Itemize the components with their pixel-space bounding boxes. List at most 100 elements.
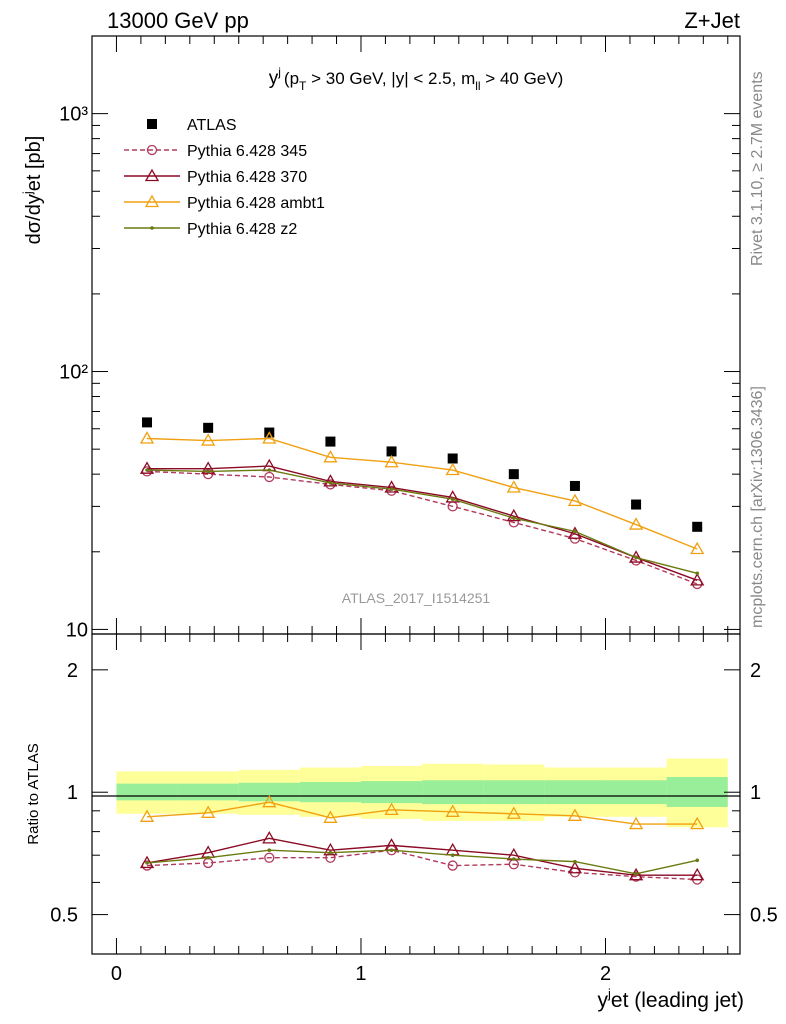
ratio-band-inner (177, 783, 239, 801)
main-y-axis-label: dσ/dyjet [pb] (20, 136, 45, 245)
ratio-point (445, 804, 460, 817)
ratio-point (262, 794, 277, 808)
ratio-axes: 0.5 0.5 1 1 2 2 0 1 2 (50, 634, 778, 985)
legend-marker (144, 168, 160, 182)
legend-label: Pythia 6.428 ambt1 (187, 195, 325, 212)
ratio-point (389, 848, 394, 853)
ratio-y-tick-label: 0.5 (50, 905, 78, 927)
xlabel-pre: y (598, 989, 609, 1012)
main-series-1 (141, 466, 703, 590)
main-series-3 (139, 431, 705, 555)
legend-marker (144, 194, 160, 208)
ratio-point (690, 816, 705, 830)
title-mid: > 30 GeV, |y| < 2.5, m (306, 69, 475, 88)
title-variable: y (269, 68, 279, 89)
legend-marker (150, 226, 154, 230)
legend-label: ATLAS (187, 117, 237, 134)
ratio-y-tick-label-right: 2 (750, 660, 761, 682)
ratio-band-inner (483, 780, 545, 805)
legend-entry: ATLAS (147, 117, 237, 134)
ratio-point (139, 809, 155, 822)
main-point (634, 555, 638, 560)
ratio-series-line-0 (146, 849, 698, 881)
title-pre: (p (284, 69, 299, 88)
main-series-4 (145, 468, 700, 576)
analysis-watermark: ATLAS_2017_I1514251 (342, 590, 491, 606)
ratio-series-2 (139, 794, 705, 830)
main-point (323, 474, 338, 487)
ratio-point (201, 805, 216, 818)
main-point (690, 573, 705, 586)
main-point (201, 461, 216, 474)
ratio-point (506, 806, 521, 819)
main-point (139, 431, 155, 444)
ratio-band-inner (666, 777, 728, 807)
main-y-tick-label: 10² (59, 362, 88, 384)
main-point (695, 571, 700, 576)
legend-entry: Pythia 6.428 ambt1 (124, 194, 325, 212)
ratio-point (567, 808, 583, 821)
ratio-series-line-2 (146, 801, 698, 825)
title-pt-sub: T (299, 79, 307, 93)
ratio-point (267, 848, 272, 853)
ratio-point (323, 842, 338, 856)
ratio-series-3 (145, 848, 700, 876)
main-series-line-2 (147, 465, 698, 581)
main-point (262, 431, 277, 444)
main-point (384, 454, 399, 468)
ratio-y-tick-label: 2 (67, 660, 78, 682)
ratio-point (262, 831, 277, 844)
legend: ATLAS Pythia 6.428 345 Pythia 6.428 370 Pyt… (124, 117, 325, 238)
main-point (690, 541, 705, 555)
main-point (384, 480, 399, 493)
ratio-point (573, 859, 577, 864)
x-tick-label: 2 (600, 963, 611, 985)
ratio-band-inner (605, 780, 667, 805)
ratio-band-inner (360, 781, 423, 804)
ratio-point (628, 867, 644, 881)
mcplots-side-label: mcplots.cern.ch [arXiv:1306.3436] (749, 386, 766, 628)
x-axis-label: yjet (leading jet) (598, 986, 744, 1012)
legend-label: Pythia 6.428 345 (187, 143, 307, 160)
ratio-point (328, 850, 333, 855)
main-point (450, 497, 455, 501)
x-tick-label: 0 (111, 963, 122, 985)
ratio-point (567, 860, 583, 874)
ratio-band-inner (544, 780, 606, 805)
ratio-plot-frame (91, 633, 741, 955)
legend-marker (147, 119, 157, 129)
main-point (447, 453, 458, 464)
main-point (631, 499, 642, 510)
ratio-y-tick-label: 1 (67, 782, 78, 804)
ratio-band-inner (299, 781, 361, 803)
main-point (142, 417, 153, 428)
main-point (145, 468, 149, 472)
main-axes: 10 10² 10³ (59, 35, 740, 641)
main-point (445, 462, 460, 476)
main-series-line-4 (147, 469, 698, 575)
header-right-label: Z+Jet (684, 8, 740, 33)
header-left-label: 13000 GeV pp (107, 8, 249, 33)
main-title: yj (pT > 30 GeV, |y| < 2.5, mll > 40 GeV) (269, 65, 564, 93)
ratio-point (145, 861, 149, 865)
main-point (203, 422, 214, 433)
main-y-tick-label: 10³ (59, 104, 88, 126)
ratio-point (695, 858, 700, 863)
legend-entry: Pythia 6.428 345 (124, 143, 307, 160)
ratio-point (512, 857, 516, 861)
ratio-point (628, 816, 644, 830)
main-point (508, 469, 519, 480)
main-point (139, 461, 155, 474)
ratio-series-line-1 (146, 837, 698, 876)
main-point (512, 516, 516, 520)
ratio-point (384, 802, 399, 815)
main-point (325, 436, 336, 447)
main-point (569, 480, 580, 491)
ratio-series-line-3 (146, 849, 698, 875)
main-point (201, 433, 216, 446)
rivet-side-label: Rivet 3.1.10, ≥ 2.7M events (749, 71, 766, 266)
main-point (264, 471, 275, 483)
title-m-sub: ll (475, 79, 480, 93)
main-point (386, 446, 397, 457)
ratio-point (690, 867, 705, 881)
